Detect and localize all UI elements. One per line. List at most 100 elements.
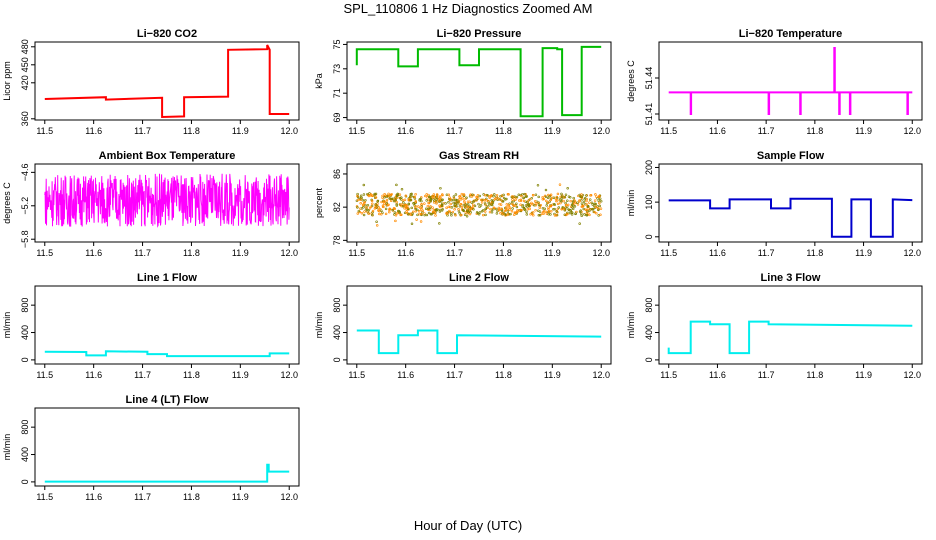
data-point — [419, 220, 423, 223]
data-point — [541, 211, 545, 214]
x-tick-label: 11.6 — [85, 492, 102, 502]
series-line — [668, 47, 913, 115]
data-point — [555, 214, 558, 217]
data-point — [454, 198, 458, 202]
data-point — [438, 197, 441, 201]
y-axis-label: ml/min — [2, 434, 12, 461]
data-point — [537, 209, 540, 212]
data-point — [520, 194, 523, 198]
y-tick-label: 69 — [332, 113, 342, 123]
x-tick-label: 11.8 — [183, 492, 200, 502]
data-point — [430, 212, 433, 216]
data-point — [414, 192, 417, 196]
y-axis-label: degrees C — [2, 182, 12, 224]
panel-10: Line 4 (LT) Flow 11.5 11.6 11.7 11.8 11.9 12.0… — [2, 394, 300, 502]
data-point — [493, 206, 496, 210]
data-point — [416, 208, 419, 212]
data-point — [469, 193, 472, 196]
data-point — [359, 198, 362, 201]
panel-9: Line 3 Flow 11.5 11.6 11.7 11.8 11.9 12.0 0 400 8… — [626, 272, 923, 380]
data-point — [533, 203, 536, 207]
y-tick-label: 400 — [20, 325, 30, 340]
data-point — [483, 199, 487, 202]
panel-title: Sample Flow — [757, 150, 825, 162]
data-point — [570, 203, 574, 206]
y-tick-label: 0 — [20, 479, 30, 484]
x-tick-label: 11.9 — [544, 126, 561, 136]
data-point — [395, 204, 399, 207]
data-point — [441, 208, 444, 211]
data-point — [394, 219, 397, 223]
data-point — [504, 208, 508, 212]
data-point — [510, 200, 514, 204]
data-point — [528, 207, 531, 211]
panel-title: Line 3 Flow — [761, 272, 821, 284]
data-point — [391, 197, 395, 200]
data-point — [505, 203, 509, 206]
data-point — [394, 198, 397, 202]
data-point — [525, 210, 528, 214]
data-point — [502, 212, 505, 216]
data-point — [502, 196, 506, 200]
data-point — [471, 193, 474, 197]
data-point — [492, 199, 495, 202]
data-point — [362, 206, 365, 209]
data-point — [373, 192, 376, 196]
data-point — [381, 204, 385, 207]
data-point — [506, 210, 510, 213]
data-point — [490, 194, 493, 197]
x-tick-label: 11.9 — [232, 126, 249, 136]
data-point — [534, 208, 537, 212]
data-point — [493, 193, 496, 196]
data-point — [371, 202, 374, 206]
data-point — [549, 193, 553, 197]
data-point — [561, 206, 564, 209]
data-point — [499, 212, 502, 215]
data-point — [515, 202, 518, 205]
data-point — [435, 200, 438, 204]
x-tick-label: 11.8 — [495, 370, 512, 380]
x-tick-label: 11.6 — [85, 370, 102, 380]
data-point — [400, 188, 404, 191]
data-point — [366, 203, 370, 207]
data-point — [570, 213, 574, 216]
x-tick-label: 11.7 — [446, 370, 463, 380]
data-point — [392, 199, 396, 203]
data-point — [541, 195, 544, 199]
data-point — [401, 205, 405, 208]
x-tick-label: 12.0 — [592, 126, 610, 136]
data-point — [513, 213, 516, 216]
data-point — [493, 198, 497, 201]
data-point — [360, 196, 363, 200]
data-point — [371, 213, 374, 217]
data-point — [545, 199, 548, 203]
data-point — [556, 202, 560, 206]
data-point — [594, 205, 598, 208]
data-point — [536, 184, 540, 187]
plot-area — [355, 45, 602, 118]
data-point — [395, 183, 398, 187]
data-point — [526, 201, 529, 204]
data-point — [499, 194, 502, 198]
data-point — [497, 208, 501, 212]
data-point — [585, 199, 588, 203]
data-point — [578, 222, 581, 225]
data-point — [588, 213, 591, 217]
y-tick-label: −4.6 — [20, 163, 30, 181]
data-point — [407, 202, 411, 206]
plot-frame — [34, 41, 300, 121]
data-point — [356, 192, 359, 196]
data-point — [549, 213, 552, 216]
data-point — [593, 202, 596, 206]
y-tick-label: 400 — [20, 447, 30, 462]
x-tick-label: 12.0 — [903, 248, 921, 258]
data-point — [362, 203, 365, 206]
data-point — [580, 195, 583, 199]
x-tick-label: 11.9 — [855, 126, 872, 136]
data-point — [509, 212, 512, 216]
data-point — [567, 195, 571, 198]
series-line — [355, 45, 602, 118]
data-point — [404, 194, 408, 198]
data-point — [419, 206, 422, 209]
data-point — [356, 206, 359, 209]
